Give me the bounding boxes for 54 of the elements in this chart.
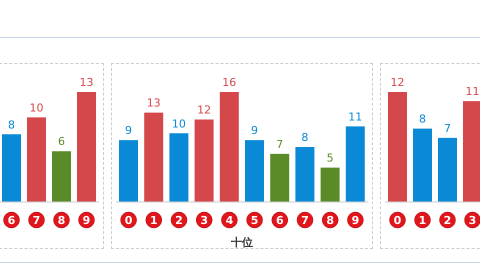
bar (144, 112, 164, 202)
bar (119, 140, 138, 202)
data-label: 8 (419, 112, 426, 126)
bar (2, 134, 21, 202)
x-tick-label: 4 (226, 214, 234, 227)
data-label: 8 (8, 118, 15, 132)
x-tick-label: 0 (124, 214, 133, 227)
data-label: 13 (80, 76, 94, 89)
bar (295, 147, 314, 202)
bar (388, 92, 407, 202)
bar (320, 168, 340, 202)
bar (346, 126, 365, 202)
bar (77, 92, 96, 202)
x-tick-label: 8 (58, 214, 66, 227)
x-tick-label: 0 (394, 214, 402, 227)
bar (220, 92, 239, 202)
bar (52, 151, 71, 202)
data-label: 13 (146, 96, 161, 110)
x-tick-label: 1 (418, 214, 426, 227)
data-label: 7 (276, 138, 284, 151)
data-label: 12 (390, 76, 404, 89)
x-tick-label: 9 (352, 214, 360, 227)
data-label: 11 (348, 110, 362, 124)
x-tick-label: 6 (276, 214, 284, 227)
data-label: 6 (58, 135, 65, 148)
data-label: 11 (466, 85, 480, 98)
x-tick-label: 9 (82, 214, 90, 227)
x-tick-label: 8 (326, 214, 334, 227)
data-label: 8 (301, 131, 308, 144)
x-tick-label: 2 (175, 214, 183, 227)
x-tick-label: 5 (250, 214, 258, 227)
x-tick-label: 1 (150, 214, 158, 227)
data-label: 12 (197, 104, 212, 116)
data-label: 10 (30, 101, 44, 114)
x-tick-label: 2 (444, 214, 452, 227)
x-axis-title: 十位 (230, 236, 253, 249)
bar (413, 128, 432, 202)
bar (27, 117, 46, 202)
data-label: 10 (172, 117, 186, 130)
data-label: 9 (125, 124, 132, 138)
bar (245, 140, 264, 202)
x-tick-label: 6 (8, 214, 16, 227)
bar (169, 133, 188, 202)
data-label: 16 (222, 76, 236, 89)
data-label: 5 (326, 152, 334, 165)
bar (438, 138, 457, 202)
x-tick-label: 7 (301, 214, 309, 227)
bar (194, 120, 214, 202)
x-tick-label: 3 (468, 214, 476, 227)
x-tick-label: 3 (200, 214, 208, 227)
x-tick-label: 7 (32, 214, 40, 227)
data-label: 7 (444, 122, 451, 135)
bar (270, 154, 290, 202)
data-label: 9 (251, 124, 258, 138)
